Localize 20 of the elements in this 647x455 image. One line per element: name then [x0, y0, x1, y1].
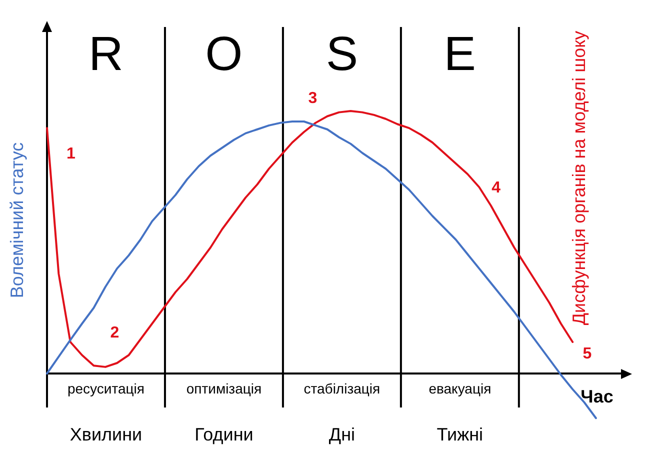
annotation: 2 — [110, 324, 120, 342]
annotation: стабілізація — [304, 380, 380, 396]
text: Дні — [328, 424, 356, 444]
text: S — [326, 28, 358, 82]
text: Хвилини — [70, 424, 142, 444]
text: Години — [194, 424, 254, 444]
text: R — [88, 28, 124, 82]
text: E — [444, 28, 476, 82]
x-axis-title: Час — [580, 386, 614, 406]
annotation: евакуація — [428, 380, 492, 396]
annotation: оптимізація — [186, 380, 262, 396]
y2-axis-title: Дисфункція органів на моделі шоку — [568, 30, 589, 326]
annotation: ресуситація — [67, 380, 144, 396]
annotation: 4 — [492, 180, 501, 197]
y-axis-title: Волемічний статус — [6, 142, 27, 298]
text: 3 — [308, 90, 318, 108]
text: Тижні — [436, 424, 484, 444]
annotation: 1 — [66, 145, 76, 162]
text: O — [205, 28, 243, 82]
annotation: 5 — [582, 346, 592, 363]
